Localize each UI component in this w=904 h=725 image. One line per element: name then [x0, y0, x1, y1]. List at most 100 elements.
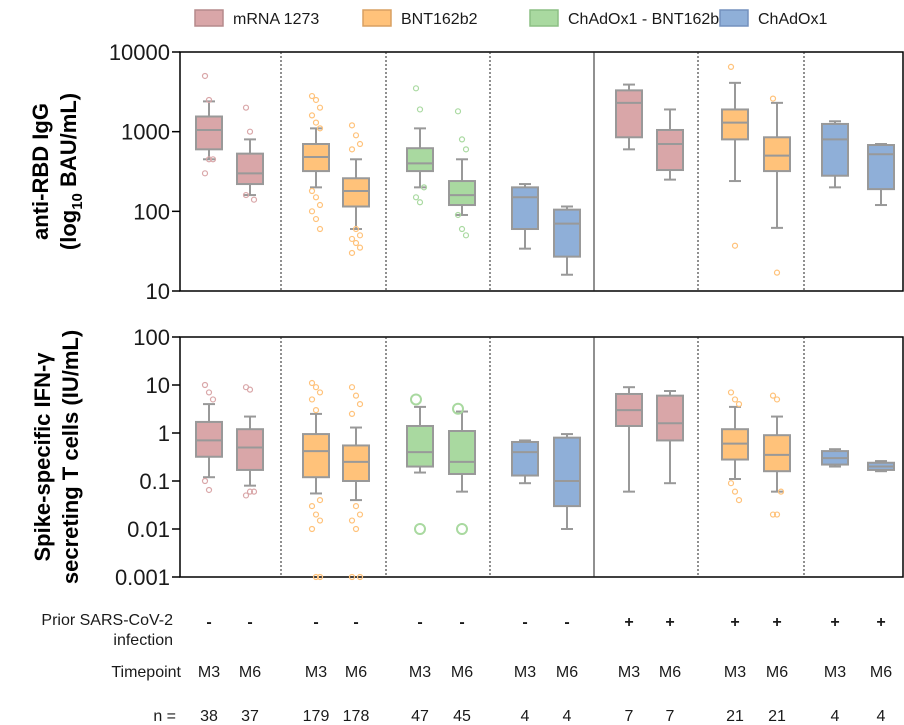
outlier-point [727, 389, 735, 396]
ylabel-part: (log [56, 210, 81, 250]
outlier-point [205, 389, 213, 396]
prior-infection-value: - [459, 614, 464, 631]
outlier-point [246, 488, 254, 495]
outlier-point [316, 104, 324, 111]
timepoint-value: M3 [409, 664, 431, 681]
outlier-point [201, 381, 209, 389]
outlier-point [316, 517, 324, 524]
box [553, 436, 581, 508]
y-tick-label: 10 [146, 373, 170, 398]
box [763, 434, 791, 473]
prior-infection-value: + [665, 614, 674, 631]
timepoint-value: M3 [514, 664, 536, 681]
outlier-point [209, 156, 217, 163]
n-value: 4 [563, 708, 572, 725]
y-tick-label: 100 [133, 199, 170, 224]
box [511, 186, 539, 231]
row-label-prior-1: Prior SARS-CoV-2 [41, 612, 173, 629]
timepoint-value: M6 [556, 664, 578, 681]
outlier-point [246, 128, 254, 135]
outlier-point [356, 244, 364, 251]
outlier-point [308, 187, 316, 195]
outlier-point [312, 384, 320, 391]
legend-swatch-3 [719, 9, 749, 27]
y-tick-label: 100 [133, 325, 170, 350]
outlier-point [316, 573, 324, 581]
outlier-point [250, 488, 258, 495]
timepoint-value: M6 [451, 664, 473, 681]
prior-infection-value: - [313, 614, 318, 631]
box [763, 136, 791, 173]
outlier-point [356, 140, 364, 148]
outlier-point [250, 196, 258, 203]
n-value: 47 [411, 708, 429, 725]
n-value: 7 [625, 708, 634, 725]
outlier-point [458, 136, 466, 143]
box [511, 440, 539, 477]
legend-swatch-1 [362, 9, 392, 27]
outlier-point [454, 108, 462, 115]
outlier-point [348, 410, 356, 417]
box [656, 394, 684, 442]
prior-infection-value: - [522, 614, 527, 631]
outlier-point [410, 393, 422, 406]
prior-infection-value: + [730, 614, 739, 631]
outlier-point [462, 232, 470, 239]
outlier-point [356, 401, 364, 408]
outlier-point [773, 396, 781, 403]
outlier-point [205, 486, 213, 494]
prior-infection-value: - [206, 614, 211, 631]
row-label-n: n = [153, 708, 176, 725]
y-tick-label: 0.001 [115, 565, 170, 590]
n-value: 4 [521, 708, 530, 725]
outlier-point [312, 96, 320, 104]
prior-infection-value: - [564, 614, 569, 631]
prior-infection-value: + [830, 614, 839, 631]
outlier-point [316, 125, 324, 132]
timepoint-value: M6 [659, 664, 681, 681]
outlier-point [769, 95, 777, 102]
timepoint-value: M3 [198, 664, 220, 681]
y-tick-label: 10000 [109, 40, 170, 65]
timepoint-value: M6 [870, 664, 892, 681]
legend-label-3: ChAdOx1 [758, 11, 827, 28]
legend-label-1: BNT162b2 [401, 11, 478, 28]
outlier-point [769, 392, 777, 399]
row-label-prior-2: infection [113, 632, 173, 649]
timepoint-value: M6 [239, 664, 261, 681]
y-tick-label: 0.01 [127, 517, 170, 542]
legend: mRNA 1273 BNT162b2 ChAdOx1 - BNT162b2 ChAdO… [194, 9, 827, 28]
outlier-point [727, 63, 735, 71]
outlier-point [201, 170, 209, 177]
outlier-point [205, 156, 213, 163]
outlier-point [414, 523, 426, 535]
outlier-point [352, 502, 360, 510]
outlier-point [348, 235, 356, 243]
outlier-point [209, 396, 217, 403]
outlier-point [412, 194, 420, 201]
outlier-point [205, 96, 213, 104]
outlier-point [308, 112, 316, 119]
box [195, 420, 223, 458]
outlier-point [454, 211, 462, 219]
box [867, 144, 895, 191]
y-axis-label-line1: Spike-specific IFN-γ [30, 352, 55, 562]
y-tick-label: 0.1 [139, 469, 170, 494]
outlier-point [246, 386, 254, 393]
timepoint-value: M6 [766, 664, 788, 681]
outlier-point [242, 104, 250, 111]
box [342, 177, 370, 208]
outlier-point [777, 488, 785, 495]
box [236, 152, 264, 186]
outlier-point [316, 225, 324, 233]
box [656, 128, 684, 172]
n-value: 4 [831, 708, 840, 725]
outlier-point [308, 525, 316, 533]
outlier-point [312, 511, 320, 518]
outlier-point [348, 249, 356, 257]
outlier-point [201, 72, 209, 80]
n-value: 45 [453, 708, 471, 725]
timepoint-value: M3 [824, 664, 846, 681]
ylabel-subscript: 10 [69, 193, 86, 210]
